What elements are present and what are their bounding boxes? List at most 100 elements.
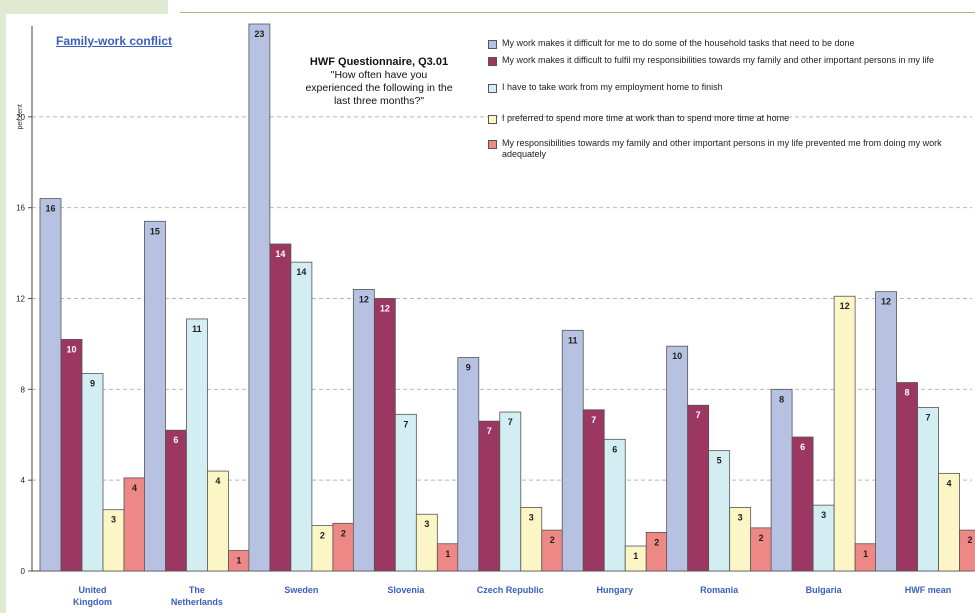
bar [687, 404, 710, 572]
bar [81, 373, 104, 572]
bar-value-label: 10 [672, 351, 682, 361]
bar-value-label: 12 [840, 301, 850, 311]
legend-item: I preferred to spend more time at work t… [488, 113, 968, 124]
y-tick-label: 16 [16, 204, 25, 213]
legend-swatch [488, 115, 497, 124]
bar [582, 409, 605, 572]
side-panel [0, 0, 168, 14]
bar-value-label: 7 [403, 419, 408, 429]
x-tick-label: Bulgaria [806, 585, 843, 595]
bar-value-label: 3 [821, 510, 826, 520]
bar [290, 261, 313, 572]
bar-value-label: 9 [90, 378, 95, 388]
y-tick-label: 20 [16, 113, 25, 122]
x-tick-label: HWF mean [905, 585, 952, 595]
bar [165, 429, 187, 572]
bar [875, 291, 897, 572]
bar [791, 436, 814, 572]
bar-value-label: 1 [863, 549, 868, 559]
annotation-title: HWF Questionnaire, Q3.01 [309, 56, 449, 68]
bar-value-label: 6 [800, 442, 805, 452]
bar [207, 470, 229, 572]
x-tick-label: Slovenia [387, 585, 425, 595]
y-tick-label: 12 [16, 295, 25, 304]
bar [373, 298, 396, 572]
bar-value-label: 7 [926, 413, 931, 423]
bar-value-label: 3 [529, 512, 534, 522]
bar [499, 411, 522, 572]
x-tick-label: Kingdom [73, 597, 112, 607]
bar [666, 345, 689, 572]
legend-label: My work makes it difficult to fulfil my … [502, 55, 934, 65]
x-tick-label: The [189, 585, 205, 595]
legend-item: I have to take work from my employment h… [488, 82, 968, 93]
bar-value-label: 14 [296, 267, 306, 277]
bar-value-label: 2 [654, 537, 659, 547]
bar-value-label: 7 [487, 426, 492, 436]
bar [959, 529, 975, 572]
bar-value-label: 11 [192, 324, 202, 334]
bar [833, 295, 856, 572]
bar-value-label: 2 [320, 531, 325, 541]
legend-label: My work makes it difficult for me to do … [502, 38, 855, 48]
bar-value-label: 15 [150, 226, 160, 236]
bar-value-label: 8 [905, 388, 910, 398]
bar-value-label: 1 [633, 551, 638, 561]
y-axis-label: per cent [17, 104, 24, 129]
bar-value-label: 4 [215, 476, 220, 486]
bar-value-label: 7 [696, 410, 701, 420]
bar-value-label: 10 [66, 344, 76, 354]
x-tick-label: Netherlands [171, 597, 223, 607]
bar-value-label: 2 [341, 528, 346, 538]
x-tick-label: United [79, 585, 107, 595]
legend-label: I have to take work from my employment h… [502, 82, 723, 92]
legend-swatch [488, 40, 497, 49]
bar-value-label: 12 [881, 297, 891, 307]
bar [60, 338, 83, 572]
bar-value-label: 6 [173, 435, 178, 445]
bar-value-label: 3 [111, 515, 116, 525]
bar [603, 438, 626, 572]
bar-value-label: 12 [380, 304, 390, 314]
side-strip [0, 0, 6, 613]
bar-value-label: 3 [424, 519, 429, 529]
bar [39, 198, 62, 572]
bar [770, 388, 793, 572]
bar-value-label: 11 [568, 335, 578, 345]
bar-value-label: 7 [591, 415, 596, 425]
bar-value-label: 1 [236, 556, 241, 566]
legend-label: I preferred to spend more time at work t… [502, 113, 790, 123]
bar-value-label: 3 [738, 512, 743, 522]
y-tick-label: 0 [21, 567, 26, 576]
bar-value-label: 4 [132, 483, 137, 493]
bar [457, 357, 480, 572]
bar-value-label: 23 [254, 29, 264, 39]
bar-value-label: 8 [779, 394, 784, 404]
x-tick-label: Czech Republic [477, 585, 544, 595]
bar [938, 472, 960, 572]
y-tick-label: 8 [21, 385, 26, 394]
x-tick-label: Sweden [284, 585, 318, 595]
legend-item: My work makes it difficult for me to do … [488, 38, 968, 49]
x-tick-label: Romania [700, 585, 739, 595]
bar-value-label: 12 [359, 294, 369, 304]
legend-swatch [488, 84, 497, 93]
bar [708, 450, 731, 572]
bar [415, 513, 438, 572]
bar-value-label: 14 [275, 249, 285, 259]
legend-swatch [488, 57, 497, 66]
bar [896, 382, 918, 572]
bar-value-label: 4 [947, 478, 952, 488]
bar-value-label: 6 [612, 444, 617, 454]
bar-value-label: 2 [550, 535, 555, 545]
legend: My work makes it difficult for me to do … [488, 38, 968, 160]
chart-title: Family-work conflict [56, 34, 173, 48]
questionnaire-annotation: HWF Questionnaire, Q3.01 "How often have… [304, 56, 454, 108]
legend-swatch [488, 140, 497, 149]
legend-item: My responsibilities towards my family an… [488, 138, 968, 160]
bar [352, 289, 375, 572]
bar [144, 220, 166, 572]
bar-value-label: 2 [968, 535, 973, 545]
bar-value-label: 5 [717, 456, 722, 466]
bar-value-label: 1 [445, 549, 450, 559]
